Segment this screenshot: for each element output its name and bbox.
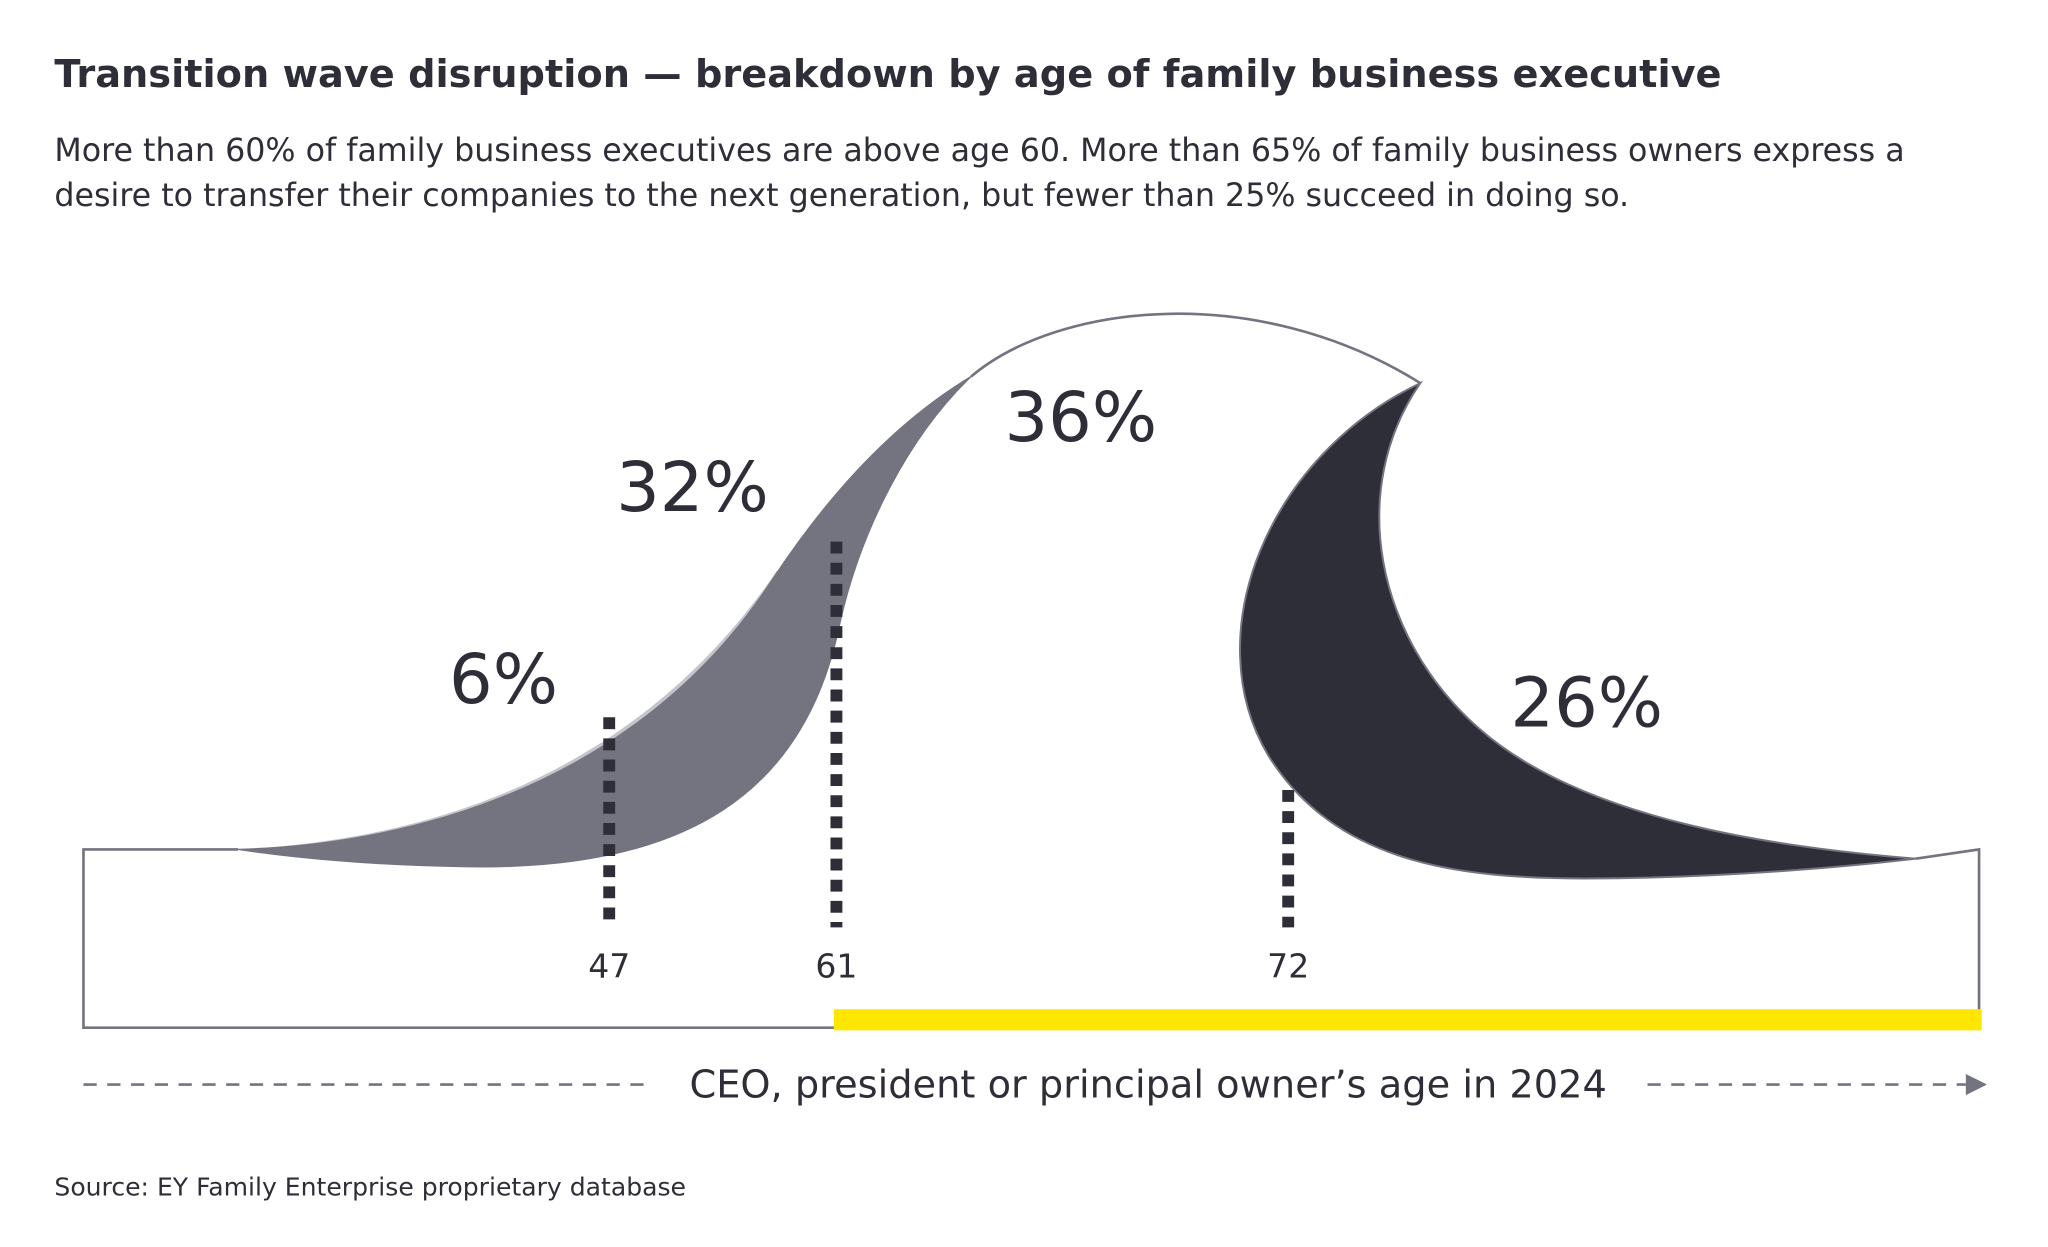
segment-label: 36% [1004, 378, 1157, 458]
segment-26 [1239, 380, 1916, 880]
segment-label: 26% [1510, 664, 1663, 744]
subtitle-line: More than 60% of family business executi… [54, 133, 1904, 169]
axis-arrow [1965, 1073, 1987, 1096]
segment-32 [237, 375, 972, 868]
segment-label: 32% [616, 448, 769, 528]
age-label: 47 [588, 947, 630, 986]
wave-crest [970, 312, 1421, 385]
age-label: 61 [815, 947, 857, 986]
age-label: 72 [1267, 947, 1309, 986]
title: Transition wave disruption — breakdown b… [54, 52, 1721, 97]
subtitle-line: desire to transfer their companies to th… [54, 178, 1629, 214]
axis-label: CEO, president or principal owner’s age … [689, 1063, 1606, 1108]
source: Source: EY Family Enterprise proprietary… [54, 1172, 686, 1201]
segment-label: 6% [449, 640, 558, 720]
highlight-bar [833, 1009, 1982, 1031]
